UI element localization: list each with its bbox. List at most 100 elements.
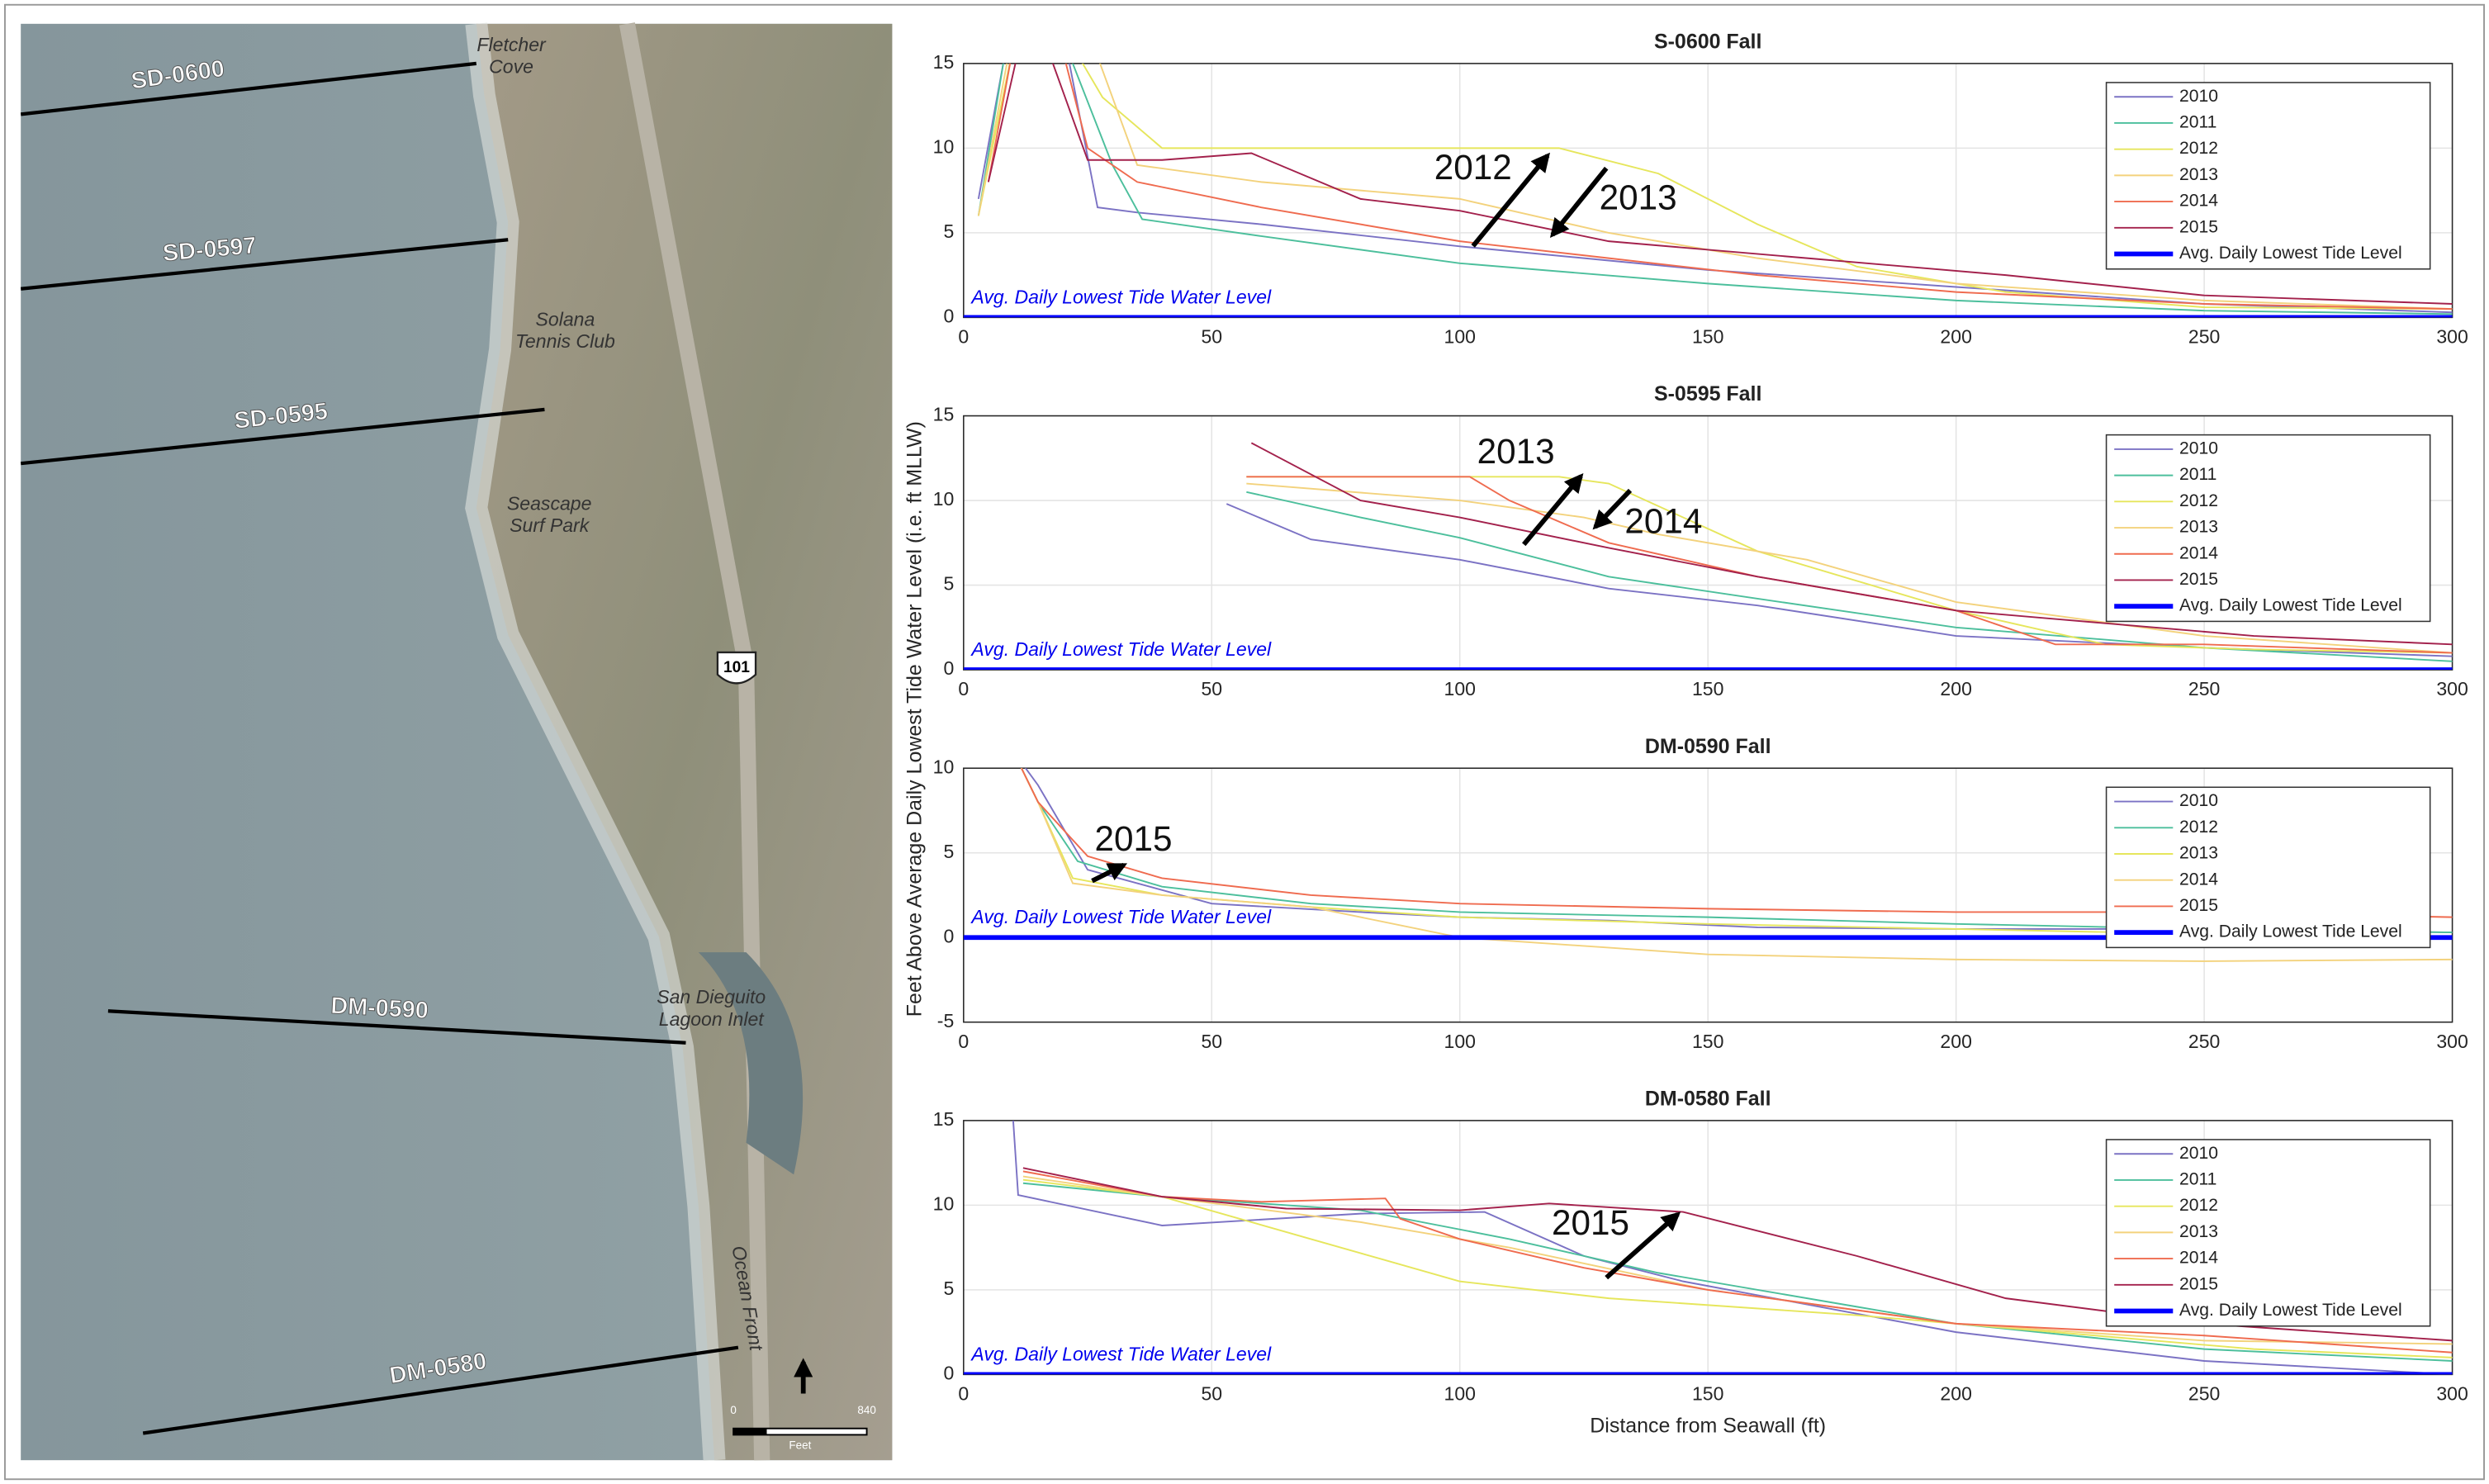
chart-title: DM-0580 Fall — [1645, 1087, 1771, 1110]
legend-label: 2011 — [2179, 113, 2216, 132]
map: SD-0600SD-0597SD-0595DM-0590DM-0580Fletc… — [21, 24, 892, 1460]
x-tick-label: 150 — [1692, 1031, 1723, 1052]
legend-label: Avg. Daily Lowest Tide Level — [2179, 1301, 2402, 1320]
x-axis-label: Distance from Seawall (ft) — [1590, 1414, 1826, 1437]
y-tick-label: 0 — [943, 305, 954, 326]
y-tick-label: 15 — [933, 51, 955, 73]
legend-label: 2010 — [2179, 791, 2218, 810]
hline-label: Avg. Daily Lowest Tide Water Level — [970, 1343, 1272, 1364]
x-tick-label: 200 — [1940, 678, 1971, 699]
chart-title: DM-0590 Fall — [1645, 735, 1771, 758]
y-tick-label: 0 — [943, 1362, 954, 1383]
x-tick-label: 200 — [1940, 1382, 1971, 1404]
x-tick-label: 100 — [1444, 678, 1476, 699]
hline-label: Avg. Daily Lowest Tide Water Level — [970, 286, 1272, 307]
place-label: San Dieguito — [657, 986, 766, 1008]
legend-label: 2011 — [2179, 465, 2216, 484]
legend-label: 2011 — [2179, 1170, 2216, 1189]
annotation: 2015 — [1094, 819, 1172, 858]
scale-end: 840 — [857, 1404, 875, 1416]
x-tick-label: 300 — [2436, 678, 2468, 699]
legend-label: 2015 — [2179, 217, 2218, 236]
legend-label: 2015 — [2179, 896, 2218, 915]
legend-label: 2013 — [2179, 844, 2218, 863]
legend-label: 2013 — [2179, 1222, 2218, 1241]
x-tick-label: 50 — [1201, 325, 1222, 347]
legend-label: 2010 — [2179, 87, 2218, 106]
place-label: Solana — [536, 308, 595, 330]
x-tick-label: 200 — [1940, 325, 1971, 347]
y-tick-label: -5 — [937, 1010, 955, 1031]
annotation: 2014 — [1624, 501, 1702, 540]
y-tick-label: 15 — [933, 404, 955, 425]
route-label: 101 — [723, 659, 750, 676]
annotation: 2015 — [1552, 1203, 1629, 1242]
y-tick-label: 5 — [943, 573, 954, 595]
legend-label: 2012 — [2179, 818, 2218, 837]
y-tick-label: 0 — [943, 657, 954, 679]
x-tick-label: 0 — [958, 1031, 969, 1052]
x-tick-label: 300 — [2436, 1031, 2468, 1052]
legend-label: 2012 — [2179, 139, 2218, 158]
x-tick-label: 0 — [958, 1382, 969, 1404]
y-tick-label: 10 — [933, 756, 955, 777]
y-tick-label: 5 — [943, 220, 954, 242]
place-label: Tennis Club — [515, 330, 615, 352]
y-tick-label: 5 — [943, 1278, 954, 1299]
legend-label: Avg. Daily Lowest Tide Level — [2179, 922, 2402, 941]
scale-bar-fill — [733, 1429, 766, 1435]
legend-label: 2015 — [2179, 1274, 2218, 1293]
x-tick-label: 250 — [2188, 1031, 2220, 1052]
x-tick-label: 150 — [1692, 1382, 1723, 1404]
x-tick-label: 50 — [1201, 678, 1222, 699]
legend-label: 2014 — [2179, 543, 2218, 562]
hline-label: Avg. Daily Lowest Tide Water Level — [970, 638, 1272, 660]
x-tick-label: 100 — [1444, 1031, 1476, 1052]
hline-label: Avg. Daily Lowest Tide Water Level — [970, 906, 1272, 927]
transect-label: DM-0590 — [330, 993, 429, 1024]
x-tick-label: 0 — [958, 325, 969, 347]
scale-unit: Feet — [789, 1439, 811, 1451]
y-tick-label: 0 — [943, 925, 954, 946]
x-tick-label: 100 — [1444, 325, 1476, 347]
x-tick-label: 300 — [2436, 325, 2468, 347]
legend-label: 2014 — [2179, 192, 2218, 211]
legend-label: 2014 — [2179, 870, 2218, 889]
place-label: Cove — [489, 56, 533, 78]
y-tick-label: 10 — [933, 1192, 955, 1214]
x-tick-label: 150 — [1692, 678, 1723, 699]
place-label: Surf Park — [510, 514, 590, 536]
annotation: 2012 — [1434, 148, 1512, 187]
figure: SD-0600SD-0597SD-0595DM-0590DM-0580Fletc… — [0, 0, 2489, 1484]
annotation: 2013 — [1600, 178, 1677, 216]
legend-label: 2010 — [2179, 1144, 2218, 1163]
y-tick-label: 15 — [933, 1108, 955, 1130]
annotation: 2013 — [1477, 432, 1555, 471]
y-tick-label: 5 — [943, 841, 954, 862]
y-tick-label: 10 — [933, 488, 955, 510]
y-axis-label: Feet Above Average Daily Lowest Tide Wat… — [903, 421, 927, 1017]
x-tick-label: 100 — [1444, 1382, 1476, 1404]
y-tick-label: 10 — [933, 135, 955, 157]
legend-label: Avg. Daily Lowest Tide Level — [2179, 596, 2402, 615]
legend-label: 2013 — [2179, 165, 2218, 184]
chart-title: S-0600 Fall — [1654, 30, 1761, 53]
legend-label: 2010 — [2179, 439, 2218, 458]
legend-label: Avg. Daily Lowest Tide Level — [2179, 244, 2402, 263]
x-tick-label: 150 — [1692, 325, 1723, 347]
x-tick-label: 50 — [1201, 1382, 1222, 1404]
legend-label: 2012 — [2179, 491, 2218, 510]
x-tick-label: 250 — [2188, 1382, 2220, 1404]
x-tick-label: 250 — [2188, 325, 2220, 347]
legend-label: 2012 — [2179, 1196, 2218, 1215]
x-tick-label: 250 — [2188, 678, 2220, 699]
scale-start: 0 — [730, 1404, 736, 1416]
legend-label: 2015 — [2179, 570, 2218, 589]
x-tick-label: 200 — [1940, 1031, 1971, 1052]
x-tick-label: 50 — [1201, 1031, 1222, 1052]
chart-title: S-0595 Fall — [1654, 382, 1761, 405]
legend-label: 2014 — [2179, 1249, 2218, 1268]
x-tick-label: 300 — [2436, 1382, 2468, 1404]
place-label: Fletcher — [476, 34, 547, 55]
legend-label: 2013 — [2179, 518, 2218, 537]
